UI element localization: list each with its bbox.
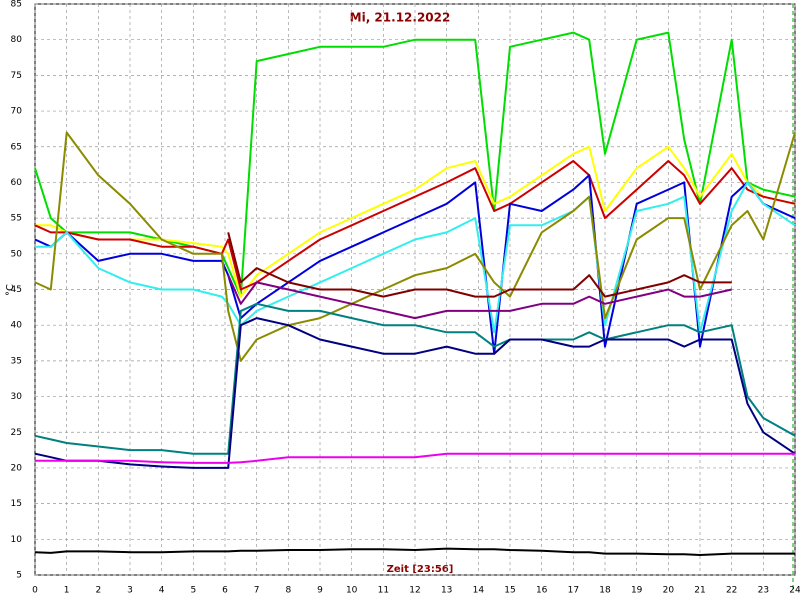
y-tick-label: 75 (11, 71, 22, 81)
x-tick-label: 24 (789, 586, 800, 596)
data-line (35, 181, 796, 334)
y-tick-label: 30 (11, 392, 23, 402)
y-tick-label: 55 (11, 214, 22, 224)
data-line (35, 145, 796, 298)
x-tick-label: 3 (127, 586, 133, 596)
y-tick-label: 15 (11, 499, 22, 509)
x-tick-label: 16 (536, 586, 548, 596)
data-line (34, 131, 796, 362)
y-axis-label: °C (5, 284, 16, 296)
data-line (34, 302, 796, 455)
x-tick-label: 7 (254, 586, 260, 596)
data-line (34, 174, 796, 355)
chart-title: Mi, 21.12.2022 (350, 11, 451, 25)
x-tick-label: 9 (317, 586, 323, 596)
x-tick-label: 21 (694, 586, 705, 596)
x-tick-label: 0 (32, 586, 38, 596)
data-line (35, 452, 795, 464)
data-line (34, 160, 796, 291)
y-tick-label: 85 (11, 0, 22, 10)
y-tick-label: 5 (16, 571, 22, 581)
x-tick-label: 14 (473, 586, 485, 596)
x-tick-label: 15 (504, 586, 515, 596)
x-axis-label: Zeit [23:56] (387, 564, 454, 575)
y-tick-label: 10 (11, 535, 23, 545)
y-tick-label: 25 (11, 428, 22, 438)
data-line (34, 317, 796, 469)
x-tick-label: 5 (190, 586, 196, 596)
y-tick-label: 20 (11, 463, 23, 473)
x-tick-label: 17 (568, 586, 579, 596)
data-line (227, 232, 732, 298)
x-tick-label: 10 (346, 586, 358, 596)
x-tick-label: 13 (441, 586, 452, 596)
x-tick-label: 6 (222, 586, 228, 596)
y-tick-label: 40 (11, 321, 23, 331)
y-tick-label: 45 (11, 285, 22, 295)
x-tick-label: 20 (663, 586, 675, 596)
x-tick-label: 22 (726, 586, 737, 596)
y-tick-label: 60 (11, 178, 23, 188)
x-tick-label: 12 (409, 586, 420, 596)
y-tick-label: 50 (11, 249, 23, 259)
y-tick-label: 65 (11, 142, 22, 152)
data-line (227, 274, 732, 320)
x-tick-label: 11 (378, 586, 389, 596)
x-tick-label: 19 (631, 586, 643, 596)
y-tick-label: 35 (11, 356, 22, 366)
y-tick-label: 70 (11, 107, 23, 117)
x-tick-label: 1 (64, 586, 70, 596)
x-tick-label: 2 (95, 586, 101, 596)
y-tick-label: 80 (11, 35, 23, 45)
data-line (34, 547, 795, 556)
x-tick-label: 4 (159, 586, 165, 596)
x-tick-label: 18 (599, 586, 611, 596)
x-tick-label: 8 (285, 586, 291, 596)
x-tick-label: 23 (758, 586, 769, 596)
